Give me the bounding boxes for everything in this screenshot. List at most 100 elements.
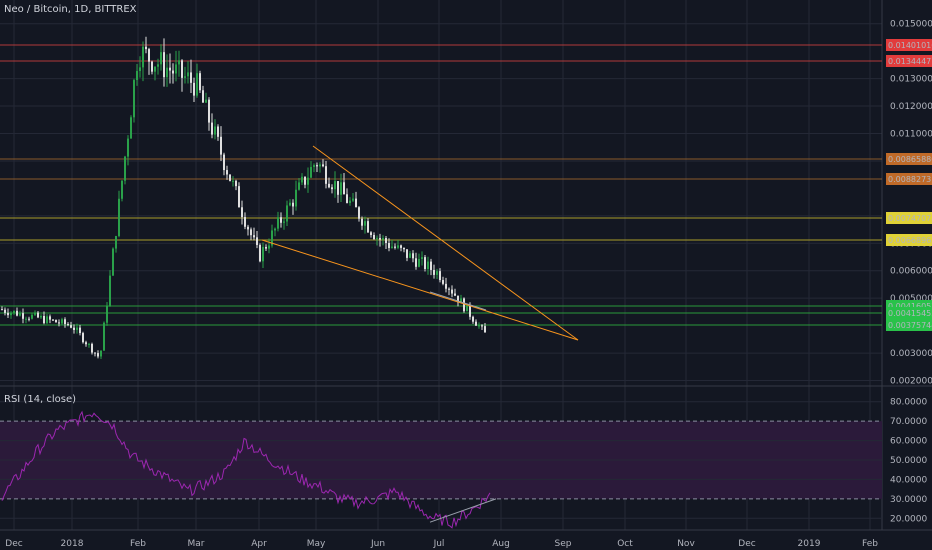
candle-body [85,342,87,345]
candle-body [229,174,231,181]
candle-body [304,176,306,185]
candle-body [238,186,240,208]
time-tick-label: Aug [492,539,510,549]
price-tick-label: 0.00300000 [890,349,932,359]
candle-body [355,198,357,208]
candle-body [16,310,18,316]
candle-body [454,293,456,296]
candle-body [337,181,339,195]
candle-body [184,76,186,78]
candle-body [157,64,159,67]
candle-body [34,312,36,315]
candle-body [316,165,318,167]
candle-body [373,234,375,240]
candle-body [91,343,93,353]
candle-body [298,182,300,190]
candle-body [172,70,174,74]
candle-body [295,189,297,207]
candle-body [301,176,303,183]
price-level-badge [886,153,932,165]
candle-body [145,46,147,50]
price-level-badge [886,39,932,51]
candle-body [88,343,90,345]
candle-body [151,61,153,72]
candle-body [22,313,24,319]
candle-body [466,305,468,312]
candle-body [469,305,471,317]
candle-body [313,165,315,167]
price-level-badge [886,212,932,224]
candle-body [10,312,12,316]
candle-body [319,164,321,167]
candle-body [388,243,390,248]
candle-body [55,319,57,323]
price-level-badge [886,234,932,246]
candle-body [43,315,45,324]
rsi-title: RSI (14, close) [4,394,77,405]
candle-body [322,164,324,167]
candle-body [340,182,342,195]
candle-body [127,138,129,157]
candle-body [64,319,66,325]
candle-body [406,249,408,258]
candle-body [328,183,330,188]
price-level-label: 0.00375744 [888,321,932,330]
candle-body [247,226,249,230]
candle-body [358,207,360,219]
rsi-tick-label: 20.0000 [890,514,927,524]
time-tick-label: Dec [738,539,755,549]
candle-body [142,46,144,68]
candle-body [136,71,138,81]
candle-body [67,324,69,326]
trend-lower-line [261,239,579,341]
candle-body [424,257,426,269]
price-tick-label: 0.01200000 [890,102,932,112]
candle-body [397,245,399,248]
candle-body [109,275,111,306]
candle-body [7,312,9,316]
candle-body [289,202,291,206]
candle-body [244,217,246,227]
candle-body [256,237,258,245]
candle-body [58,322,60,324]
candle-body [394,246,396,248]
candle-body [262,246,264,262]
price-level-label: 0.01344477 [888,57,932,66]
candle-body [226,170,228,175]
candle-body [442,280,444,284]
price-level-label: 0.01401016 [888,41,932,50]
price-tick-label: 0.01100000 [890,130,932,140]
candle-body [331,187,333,190]
price-level-badge [886,173,932,185]
rsi-tick-label: 70.0000 [890,417,927,427]
candle-body [283,221,285,223]
candle-body [274,228,276,231]
candle-body [163,52,165,78]
price-tick-label: 0.00500000 [890,294,932,304]
candle-body [307,177,309,185]
price-level-label: 0.00416057 [888,302,932,311]
time-tick-label: Dec [5,539,22,549]
candle-body [139,67,141,72]
candle-body [79,327,81,334]
price-level-label: 0.00415453 [888,309,932,318]
candle-body [310,166,312,178]
price-level-badge [886,319,932,331]
candle-body [31,314,33,319]
candle-body [175,64,177,74]
candle-body [103,322,105,351]
rsi-line [1,410,491,529]
candle-body [445,283,447,289]
candle-body [115,236,117,249]
candle-body [379,237,381,240]
price-level-badge [886,307,932,319]
candle-body [49,316,51,320]
candle-body [133,80,135,118]
candle-body [217,126,219,137]
candle-body [28,318,30,320]
candle-body [61,319,63,324]
candle-body [235,180,237,187]
candle-body [403,247,405,250]
